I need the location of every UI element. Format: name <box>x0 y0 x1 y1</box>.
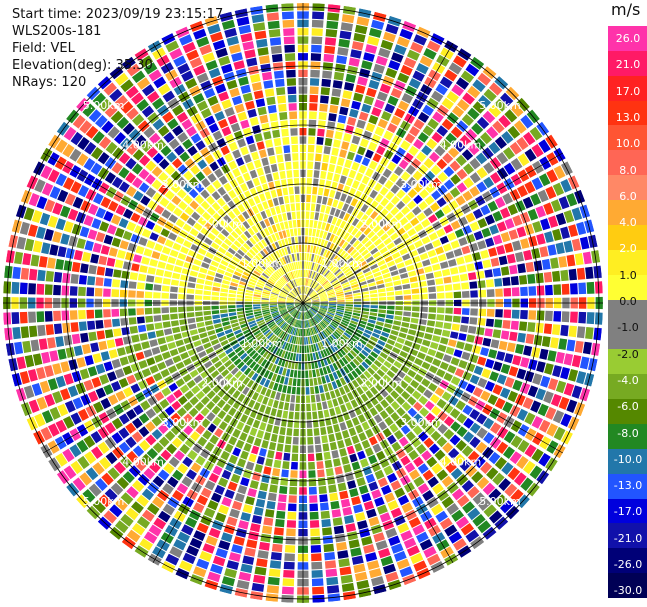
range-labels: 1.00km 1.00km 1.00km 1.00km 2.00km 2.00km 2.00… <box>83 99 521 508</box>
range-label: 5.00km <box>479 99 521 112</box>
colorbar-swatch <box>608 100 647 126</box>
colorbar-tick-label: -17.0 <box>613 505 643 519</box>
range-label: 3.00km <box>162 416 204 429</box>
colorbar-tick-label: 13.0 <box>615 110 641 124</box>
colorbar-tick-label: -13.0 <box>613 479 643 493</box>
range-label: 2.00km <box>361 377 403 390</box>
azimuth-spoke <box>302 152 563 304</box>
start-time: Start time: 2023/09/19 23:15:17 <box>12 7 224 22</box>
colorbar-swatch <box>608 473 647 499</box>
range-label: 2.00km <box>361 217 403 230</box>
elevation: Elevation(deg): 35.30 <box>12 58 153 73</box>
colorbar-swatch <box>608 175 647 201</box>
colorbar-swatch <box>608 50 647 77</box>
colorbar-swatch <box>608 573 647 599</box>
ppi-plot: 1.00km 1.00km 1.00km 1.00km 2.00km 2.00km 2.00… <box>3 3 603 603</box>
colorbar-tick-label: 17.0 <box>615 84 641 98</box>
colorbar-tick-label: 1.0 <box>619 268 637 282</box>
colorbar-swatch <box>608 224 647 251</box>
colorbar-tick-label: -30.0 <box>613 584 643 598</box>
range-label: 1.00km <box>321 337 363 350</box>
colorbar-unit: m/s <box>611 0 641 19</box>
azimuth-spoke <box>43 302 304 454</box>
range-label: 3.00km <box>400 178 442 191</box>
range-label: 3.00km <box>162 178 204 191</box>
colorbar-tick-label: 6.0 <box>619 189 637 203</box>
colorbar-swatch <box>608 150 647 176</box>
colorbar-swatch <box>608 548 647 574</box>
colorbar-swatch <box>608 349 647 375</box>
colorbar-swatch <box>608 249 647 276</box>
colorbar-swatch <box>608 274 647 301</box>
colorbar-tick-label: -10.0 <box>613 452 643 466</box>
colorbar-swatch <box>608 200 647 226</box>
range-label: 4.00km <box>440 456 482 469</box>
azimuth-spoke <box>302 43 454 304</box>
azimuth-spokes <box>3 3 603 603</box>
colorbar-tick-label: 21.0 <box>615 58 641 72</box>
azimuth-spoke <box>152 43 304 304</box>
colorbar-swatch <box>608 423 647 450</box>
colorbar-tick-label: 26.0 <box>615 32 641 45</box>
colorbar-swatch <box>608 498 647 524</box>
colorbar-tick-label: -4.0 <box>617 373 639 387</box>
range-label: 1.00km <box>321 257 363 270</box>
velocity-rays <box>3 3 603 603</box>
azimuth-spoke <box>43 152 304 304</box>
colorbar-tick-label: 0.0 <box>619 295 637 308</box>
colorbar-tick-label: -8.0 <box>617 426 639 440</box>
nrays: NRays: 120 <box>12 75 87 90</box>
field-name: Field: VEL <box>12 41 75 56</box>
colorbar-tick-label: -2.0 <box>617 347 639 361</box>
range-label: 4.00km <box>122 138 164 151</box>
colorbar-swatch <box>608 399 647 425</box>
colorbar-tick-label: 10.0 <box>615 137 641 151</box>
azimuth-spoke <box>152 302 304 563</box>
colorbar-swatch <box>608 374 647 400</box>
colorbar-swatch <box>608 299 647 325</box>
colorbar-swatch <box>608 523 647 549</box>
colorbar-swatch <box>608 324 647 350</box>
colorbar: 26.0 21.0 17.0 13.0 10.0 8.0 6.0 4.0 2.0 1.0 0.0 -1… <box>608 26 647 599</box>
colorbar-tick-label: 8.0 <box>619 163 637 177</box>
range-label: 5.00km <box>479 495 521 508</box>
range-label: 4.00km <box>440 138 482 151</box>
colorbar-tick-label: 2.0 <box>619 242 637 256</box>
range-label: 2.00km <box>201 217 243 230</box>
colorbar-tick-label: -1.0 <box>617 321 639 335</box>
range-label: 1.00km <box>241 337 283 350</box>
colorbar-swatch <box>608 448 647 475</box>
colorbar-tick-label: 4.0 <box>619 216 637 230</box>
colorbar-tick-label: -21.0 <box>613 531 643 545</box>
instrument-name: WLS200s-181 <box>12 24 102 39</box>
range-label: 5.00km <box>83 495 125 508</box>
range-label: 5.00km <box>83 99 125 112</box>
colorbar-tick-label: -26.0 <box>613 558 643 571</box>
colorbar-swatch <box>608 125 647 151</box>
azimuth-spoke <box>302 302 563 454</box>
colorbar-tick-label: -6.0 <box>617 400 639 414</box>
range-label: 1.00km <box>241 257 283 270</box>
colorbar-swatch <box>608 75 647 102</box>
range-label: 3.00km <box>400 416 442 429</box>
range-label: 2.00km <box>201 377 243 390</box>
colorbar-swatch <box>608 26 647 52</box>
range-label: 4.00km <box>122 456 164 469</box>
azimuth-spoke <box>302 302 454 563</box>
